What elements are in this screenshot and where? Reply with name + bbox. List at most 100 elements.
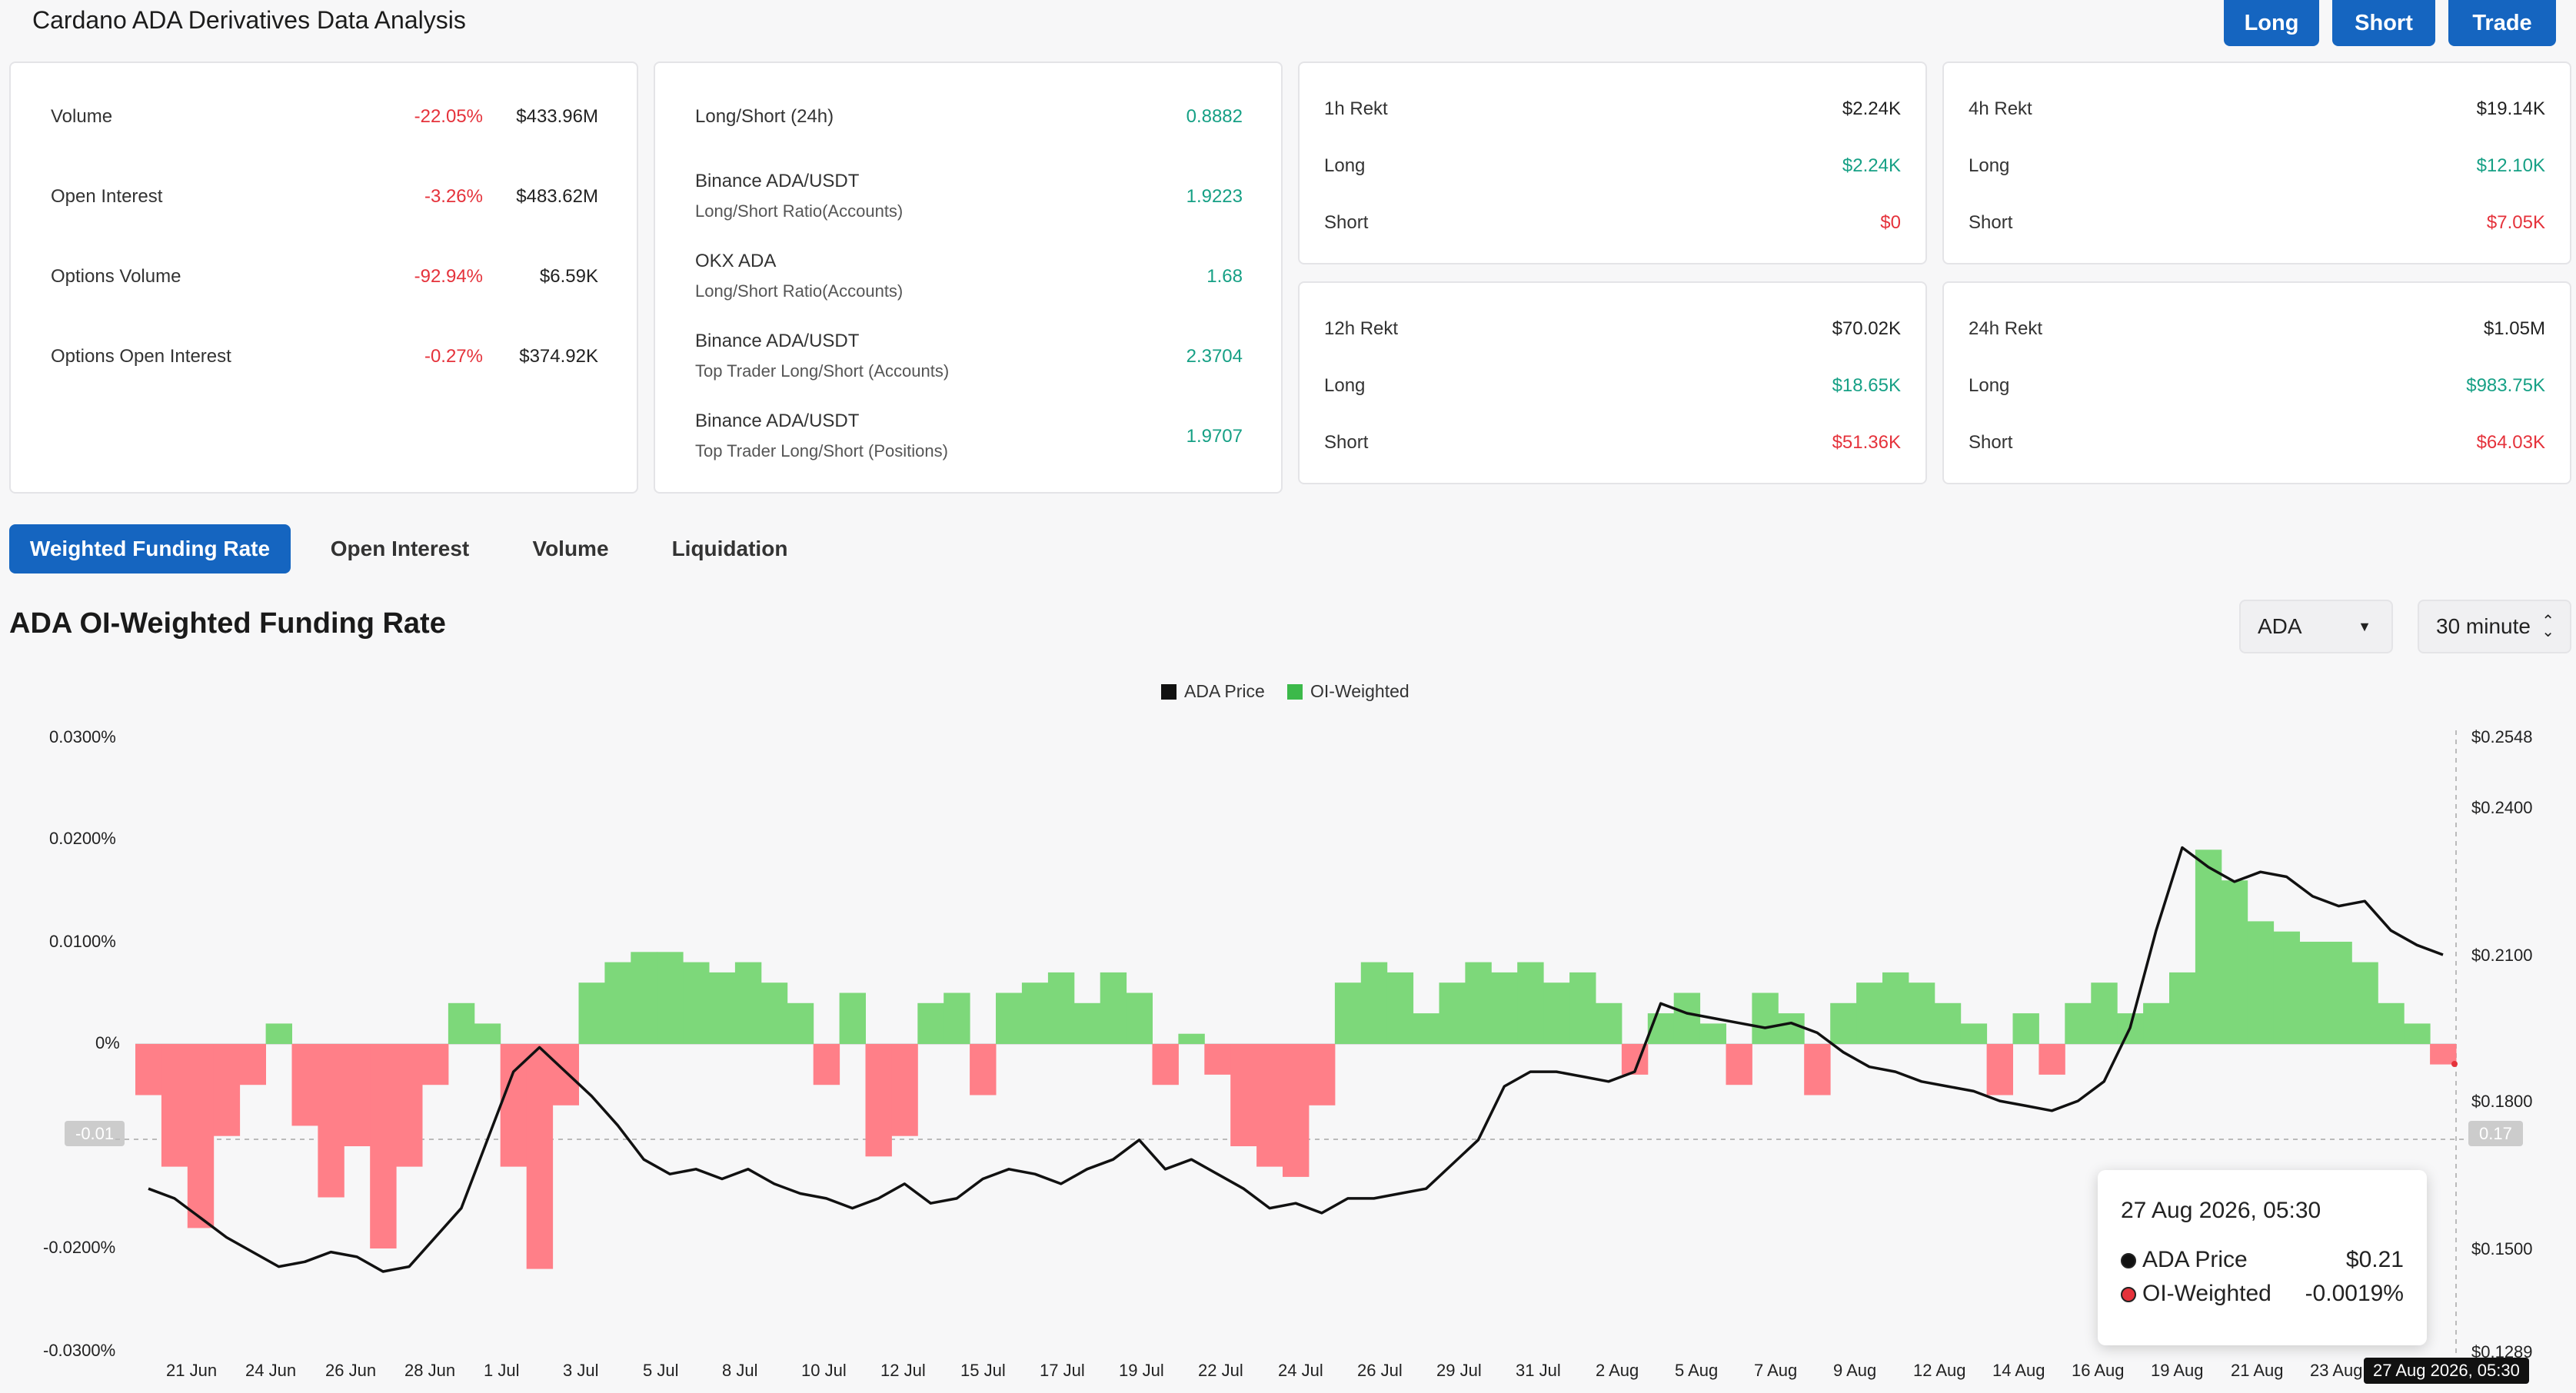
oi-bar [1204, 1044, 1231, 1075]
legend-swatch-oi [1287, 683, 1303, 700]
interval-select[interactable]: 30 minute ⌃ ⌄ [2418, 600, 2571, 653]
rekt-short-label: Short [1324, 212, 1369, 233]
oi-bar [1439, 982, 1466, 1044]
rekt-long-label: Long [1324, 155, 1366, 176]
oi-bar [422, 1044, 449, 1085]
ratio-sub: Top Trader Long/Short (Positions) [695, 441, 948, 460]
oi-last-point [2451, 1061, 2458, 1067]
tab-weighted-funding-rate[interactable]: Weighted Funding Rate [9, 524, 291, 573]
y-left-tick: 0.0200% [49, 829, 116, 848]
ratio-value: 0.8882 [1186, 106, 1243, 127]
tab-open-interest[interactable]: Open Interest [330, 537, 470, 560]
x-tick-label: 28 Jun [404, 1361, 456, 1380]
rekt-title: 12h Rekt [1324, 318, 1399, 339]
crosshair-right-tag: 0.17 [2468, 1121, 2523, 1146]
rekt-long: $2.24K [1842, 155, 1901, 176]
x-tick-label: 17 Jul [1040, 1361, 1085, 1380]
oi-bar [683, 962, 710, 1044]
oi-bar [1152, 1044, 1179, 1085]
tooltip-price-value: $0.21 [2345, 1247, 2404, 1272]
x-tick-label: 8 Jul [722, 1361, 758, 1380]
oi-bar [917, 1002, 944, 1044]
y-left-tick: 0% [95, 1033, 120, 1052]
rekt-short: $51.36K [1832, 432, 1901, 453]
tab-liquidation[interactable]: Liquidation [671, 537, 788, 560]
oi-bar [2299, 942, 2326, 1044]
rekt-card-1h: 1h Rekt $2.24K Long $2.24K Short $0 [1298, 62, 1927, 264]
oi-bar [2221, 880, 2248, 1044]
oi-bar [1673, 992, 1701, 1044]
tab-volume[interactable]: Volume [532, 537, 609, 560]
ratio-label: Binance ADA/USDT [695, 171, 860, 191]
ratio-value: 1.9223 [1186, 186, 1243, 207]
short-button[interactable]: Short [2332, 0, 2435, 46]
rekt-total: $1.05M [2483, 318, 2545, 339]
x-tick-label: 3 Jul [563, 1361, 599, 1380]
legend-oi[interactable]: OI-Weighted [1287, 681, 1409, 702]
oi-bar [2091, 982, 2118, 1044]
oi-bar [2273, 931, 2300, 1044]
long-button[interactable]: Long [2224, 0, 2319, 46]
x-tick-label: 7 Aug [1754, 1361, 1798, 1380]
oi-bar [1073, 1002, 1101, 1044]
x-tick-label: 29 Jul [1436, 1361, 1482, 1380]
x-tick-label: 12 Aug [1913, 1361, 1966, 1380]
oi-bar [813, 1044, 840, 1085]
x-tick-label: 10 Jul [801, 1361, 847, 1380]
oi-bar [631, 952, 657, 1044]
oi-bar [1699, 1023, 1726, 1044]
oi-bar [1230, 1044, 1257, 1146]
oi-bar [1543, 982, 1570, 1044]
rekt-title: 1h Rekt [1324, 98, 1388, 119]
coin-select[interactable]: ADA ▼ [2239, 600, 2393, 653]
x-tick-label: 15 Jul [960, 1361, 1006, 1380]
caret-down-icon: ▼ [2358, 618, 2371, 634]
legend-price[interactable]: ADA Price [1161, 681, 1265, 702]
rekt-long: $18.65K [1832, 375, 1901, 396]
crosshair-x-tag: 27 Aug 2026, 05:30 [2364, 1358, 2529, 1384]
ratio-label: Long/Short (24h) [695, 106, 834, 127]
oi-bar [213, 1044, 241, 1136]
dot-icon [2121, 1253, 2136, 1269]
trade-button[interactable]: Trade [2448, 0, 2556, 46]
oi-bar [1778, 1013, 1805, 1044]
oi-bar [2143, 1002, 2170, 1044]
tooltip-oi-label: OI-Weighted [2142, 1281, 2271, 1306]
rekt-long: $12.10K [2476, 155, 2545, 176]
price-line [148, 846, 2444, 1273]
oi-bar [1804, 1044, 1831, 1095]
stats-card: Volume -22.05% $433.96M Open Interest -3… [9, 62, 638, 494]
oi-bar [1021, 982, 1049, 1044]
oi-bar [2325, 942, 2352, 1044]
ratio-value: 2.3704 [1186, 346, 1243, 367]
stat-pct: -3.26% [424, 186, 483, 207]
oi-bar [1047, 972, 1075, 1044]
chart-title: ADA OI-Weighted Funding Rate [9, 607, 446, 640]
oi-bar [318, 1044, 344, 1198]
x-tick-label: 14 Aug [1992, 1361, 2045, 1380]
x-tick-label: 5 Aug [1675, 1361, 1719, 1380]
oi-bar [1960, 1023, 1988, 1044]
oi-bar [1334, 982, 1362, 1044]
rekt-total: $70.02K [1832, 318, 1901, 339]
stat-label: Options Volume [51, 266, 181, 287]
y-right-tick: $0.1800 [2471, 1092, 2533, 1111]
oi-bar [1126, 992, 1153, 1044]
y-right-tick: $0.1500 [2471, 1239, 2533, 1258]
stat-label: Open Interest [51, 186, 163, 207]
rekt-short-label: Short [1969, 212, 2013, 233]
rekt-long: $983.75K [2466, 375, 2545, 396]
rekt-card-24h: 24h Rekt $1.05M Long $983.75K Short $64.… [1942, 281, 2571, 484]
crosshair-left-tag: -0.01 [65, 1121, 125, 1146]
oi-bar [1283, 1044, 1310, 1177]
oi-bar [344, 1044, 371, 1146]
oi-bar [1596, 1002, 1622, 1044]
oi-bar [944, 992, 970, 1044]
y-right-tick: $0.2400 [2471, 798, 2533, 817]
oi-bar [709, 972, 736, 1044]
tooltip-price-label: ADA Price [2142, 1247, 2248, 1272]
oi-bar [1752, 992, 1779, 1044]
oi-bar [1856, 982, 1883, 1044]
rekt-long-label: Long [1969, 155, 2010, 176]
